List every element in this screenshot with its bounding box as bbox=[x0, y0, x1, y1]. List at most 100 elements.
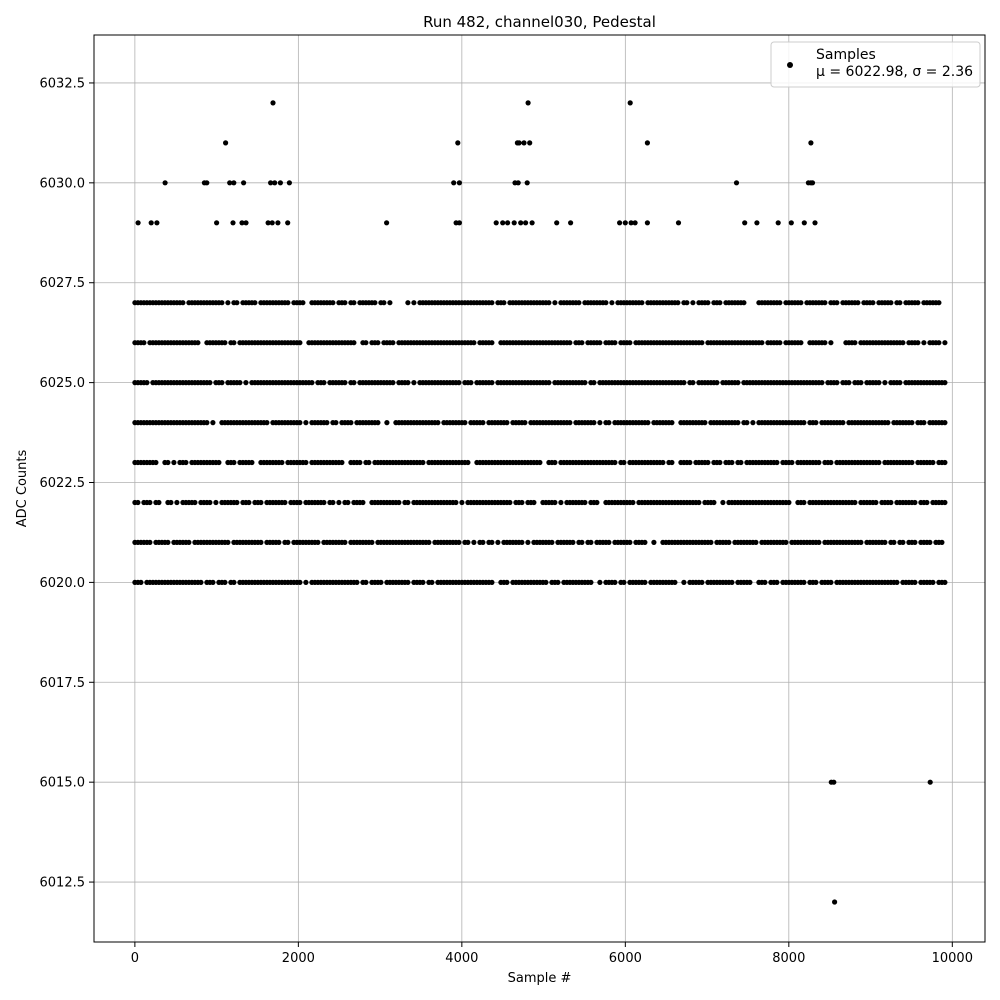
data-point bbox=[546, 300, 552, 306]
data-point bbox=[897, 300, 903, 306]
data-point bbox=[882, 380, 888, 386]
data-point bbox=[816, 459, 822, 466]
data-point bbox=[606, 420, 612, 426]
data-point bbox=[828, 779, 834, 785]
data-point bbox=[672, 579, 678, 586]
data-point bbox=[915, 340, 921, 346]
x-tick-label: 4000 bbox=[445, 951, 478, 966]
data-point bbox=[471, 340, 477, 346]
data-point bbox=[714, 380, 720, 386]
data-point bbox=[726, 539, 732, 546]
data-point bbox=[733, 180, 740, 186]
data-point bbox=[900, 539, 906, 546]
data-point bbox=[816, 539, 822, 546]
data-point bbox=[612, 459, 618, 466]
data-point bbox=[930, 459, 936, 466]
data-point bbox=[735, 380, 741, 386]
data-band bbox=[132, 459, 948, 466]
x-tick-label: 8000 bbox=[772, 951, 805, 966]
data-point bbox=[747, 579, 753, 586]
data-point bbox=[921, 340, 927, 346]
data-point bbox=[936, 300, 942, 306]
data-point bbox=[345, 499, 351, 506]
data-point bbox=[249, 459, 255, 466]
data-point bbox=[915, 300, 921, 306]
data-point bbox=[300, 300, 306, 306]
data-point bbox=[204, 420, 210, 426]
data-point bbox=[645, 420, 651, 426]
data-point bbox=[147, 499, 153, 506]
data-point bbox=[552, 459, 558, 466]
data-point bbox=[531, 499, 537, 506]
x-axis-label: Sample # bbox=[508, 971, 572, 986]
data-point bbox=[225, 300, 231, 306]
data-point bbox=[270, 100, 276, 106]
data-point bbox=[777, 300, 783, 306]
data-point bbox=[627, 539, 633, 546]
data-point bbox=[214, 220, 220, 226]
data-point bbox=[812, 220, 818, 226]
data-point bbox=[258, 499, 264, 506]
data-point bbox=[198, 579, 204, 586]
data-point bbox=[186, 539, 192, 546]
data-point bbox=[384, 220, 390, 226]
data-point bbox=[834, 300, 840, 306]
data-point bbox=[223, 140, 229, 146]
data-point bbox=[227, 180, 233, 186]
data-point bbox=[711, 499, 717, 506]
data-point bbox=[809, 180, 816, 186]
data-point bbox=[144, 380, 150, 386]
data-point bbox=[384, 420, 390, 426]
data-point bbox=[363, 340, 369, 346]
data-point bbox=[148, 220, 154, 226]
data-point bbox=[375, 420, 381, 426]
data-point bbox=[909, 459, 915, 466]
data-point bbox=[822, 300, 828, 306]
data-point bbox=[942, 380, 948, 386]
data-point bbox=[786, 499, 792, 506]
data-point bbox=[858, 539, 864, 546]
data-point bbox=[451, 180, 457, 186]
data-point bbox=[456, 220, 462, 226]
data-point bbox=[135, 220, 141, 226]
data-point bbox=[396, 499, 402, 506]
data-point bbox=[696, 499, 702, 506]
data-point bbox=[489, 579, 495, 586]
data-point bbox=[511, 220, 517, 226]
data-point bbox=[297, 579, 303, 586]
data-point bbox=[521, 140, 527, 146]
data-point bbox=[554, 220, 560, 226]
data-point bbox=[588, 579, 594, 586]
data-point bbox=[234, 300, 240, 306]
data-point bbox=[870, 300, 876, 306]
data-point bbox=[162, 180, 168, 186]
y-tick-label: 6015.0 bbox=[40, 776, 86, 791]
data-point bbox=[405, 300, 411, 306]
data-point bbox=[237, 380, 243, 386]
y-tick-label: 6030.0 bbox=[40, 176, 86, 191]
data-point bbox=[546, 380, 552, 386]
data-point bbox=[207, 499, 213, 506]
data-point bbox=[888, 300, 894, 306]
data-point bbox=[942, 340, 948, 346]
data-point bbox=[789, 459, 795, 466]
x-tick-label: 0 bbox=[131, 951, 139, 966]
data-point bbox=[846, 380, 852, 386]
data-point bbox=[568, 220, 574, 226]
data-point bbox=[195, 340, 201, 346]
data-point bbox=[537, 459, 543, 466]
data-point bbox=[210, 579, 216, 586]
data-point bbox=[279, 459, 285, 466]
data-point bbox=[529, 220, 535, 226]
data-point bbox=[912, 579, 918, 586]
data-point bbox=[576, 300, 582, 306]
data-point bbox=[681, 579, 687, 586]
legend-series-name: Samples bbox=[816, 47, 876, 63]
data-point bbox=[912, 499, 918, 506]
data-point bbox=[543, 579, 549, 586]
data-point bbox=[669, 420, 675, 426]
data-point bbox=[426, 539, 432, 546]
data-point bbox=[462, 420, 468, 426]
data-point bbox=[897, 380, 903, 386]
data-point bbox=[309, 380, 315, 386]
